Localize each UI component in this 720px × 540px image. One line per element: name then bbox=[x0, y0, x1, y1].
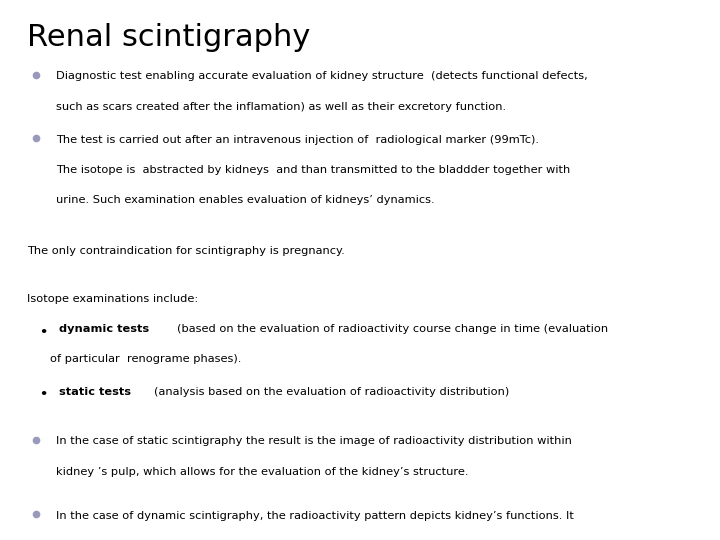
Text: •: • bbox=[40, 388, 48, 401]
Text: static tests: static tests bbox=[59, 387, 131, 397]
Text: Diagnostic test enabling accurate evaluation of kidney structure  (detects funct: Diagnostic test enabling accurate evalua… bbox=[56, 71, 588, 82]
Text: The test is carried out after an intravenous injection of  radiological marker (: The test is carried out after an intrave… bbox=[56, 135, 539, 145]
Text: dynamic tests: dynamic tests bbox=[59, 324, 149, 334]
Text: (analysis based on the evaluation of radioactivity distribution): (analysis based on the evaluation of rad… bbox=[154, 387, 509, 397]
Text: urine. Such examination enables evaluation of kidneys’ dynamics.: urine. Such examination enables evaluati… bbox=[56, 195, 435, 206]
Text: •: • bbox=[40, 326, 48, 339]
Text: The only contraindication for scintigraphy is pregnancy.: The only contraindication for scintigrap… bbox=[27, 246, 345, 256]
Text: Renal scintigraphy: Renal scintigraphy bbox=[27, 23, 311, 52]
Text: such as scars created after the inflamation) as well as their excretory function: such as scars created after the inflamat… bbox=[56, 102, 506, 112]
Text: In the case of dynamic scintigraphy, the radioactivity pattern depicts kidney’s : In the case of dynamic scintigraphy, the… bbox=[56, 511, 574, 521]
Text: (based on the evaluation of radioactivity course change in time (evaluation: (based on the evaluation of radioactivit… bbox=[178, 324, 608, 334]
Text: The isotope is  abstracted by kidneys  and than transmitted to the bladdder toge: The isotope is abstracted by kidneys and… bbox=[56, 165, 570, 176]
Text: of particular  renograme phases).: of particular renograme phases). bbox=[50, 354, 241, 364]
Text: In the case of static scintigraphy the result is the image of radioactivity dist: In the case of static scintigraphy the r… bbox=[56, 436, 572, 447]
Text: kidney ’s pulp, which allows for the evaluation of the kidney’s structure.: kidney ’s pulp, which allows for the eva… bbox=[56, 467, 469, 477]
Text: Isotope examinations include:: Isotope examinations include: bbox=[27, 294, 199, 304]
